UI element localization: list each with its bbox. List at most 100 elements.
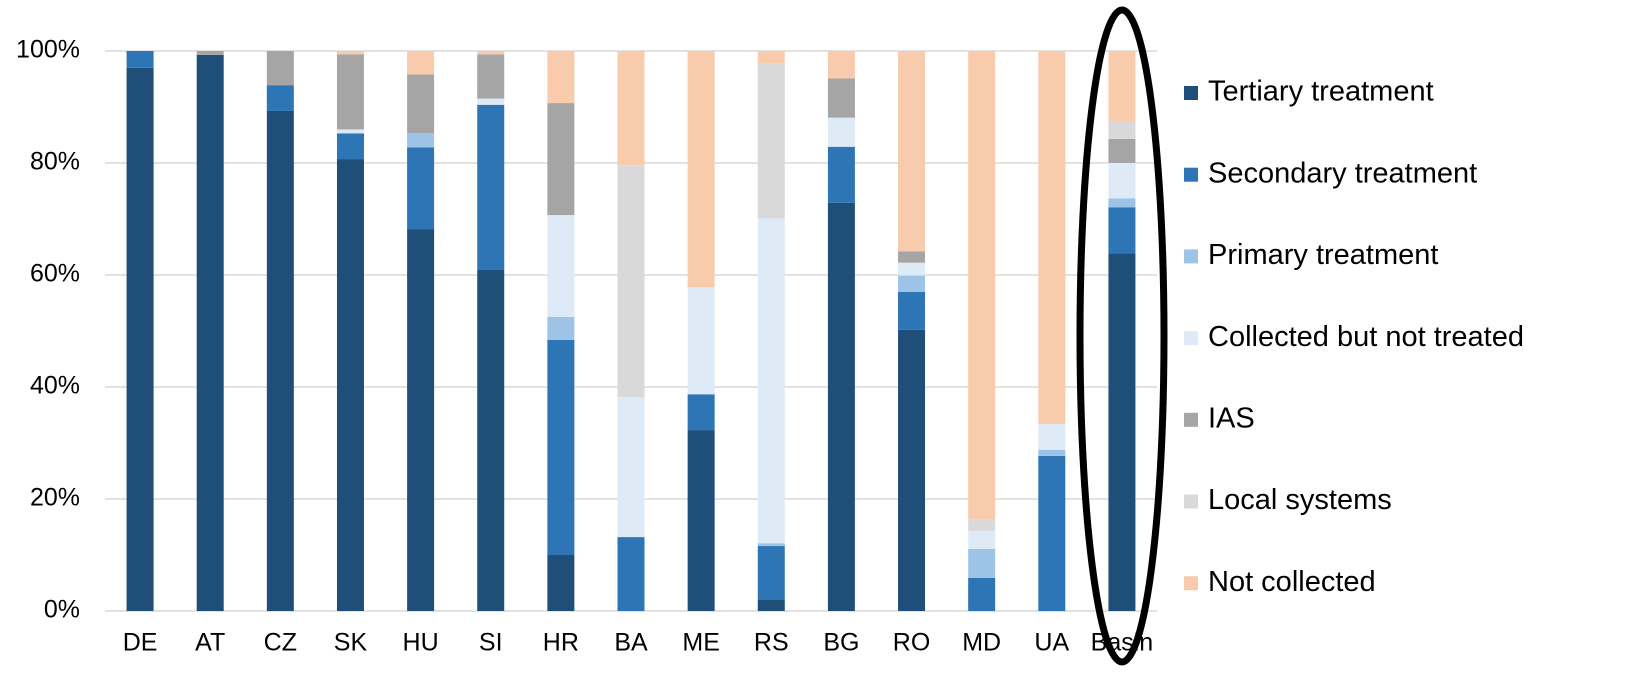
bar-segment — [898, 275, 926, 292]
bar-segment — [617, 537, 645, 611]
bar-segment — [827, 78, 855, 118]
legend-label: Tertiary treatment — [1208, 76, 1434, 108]
legend-label: Secondary treatment — [1208, 157, 1477, 189]
bar-segment — [407, 229, 435, 611]
bar-segment — [968, 519, 996, 531]
x-tick-label: DE — [123, 629, 158, 657]
bar-segment — [617, 51, 645, 166]
x-tick-label: UA — [1034, 629, 1069, 657]
bar-segment — [757, 599, 785, 611]
y-tick-label: 0% — [44, 596, 80, 624]
bar-segment — [407, 51, 435, 75]
legend-swatch — [1184, 576, 1198, 591]
bar-segment — [336, 129, 364, 134]
bar-segment — [547, 317, 575, 340]
bar-segment — [196, 54, 224, 612]
bar-segment — [617, 397, 645, 538]
bar-segment — [336, 54, 364, 130]
bar-segment — [477, 98, 505, 105]
bar-segment — [898, 291, 926, 330]
bar-segment — [196, 51, 224, 55]
x-tick-label: BG — [823, 629, 859, 657]
legend-label: Collected but not treated — [1208, 321, 1524, 353]
bar-segment — [1108, 121, 1136, 139]
bar-segment — [827, 202, 855, 611]
bar-segment — [1038, 455, 1066, 611]
bar-segment — [968, 548, 996, 578]
legend-swatch — [1184, 494, 1198, 509]
x-tick-label: BA — [614, 629, 648, 657]
bar-segment — [827, 146, 855, 203]
bar-segment — [1038, 449, 1066, 456]
bar-segment — [477, 54, 505, 99]
bar-segment — [407, 74, 435, 134]
bar-segment — [126, 67, 154, 612]
y-tick-label: 40% — [30, 372, 80, 400]
bar-segment — [1038, 51, 1066, 424]
bar-segment — [547, 215, 575, 317]
bar-segment — [757, 51, 785, 64]
legend-label: Local systems — [1208, 484, 1392, 516]
y-tick-label: 100% — [16, 36, 80, 64]
bar-segment — [477, 51, 505, 55]
bar-segment — [898, 329, 926, 611]
x-tick-label: SK — [334, 629, 368, 657]
bar-segment — [687, 287, 715, 395]
bar-segment — [687, 51, 715, 288]
bar-segment — [827, 117, 855, 147]
x-tick-label: RS — [754, 629, 789, 657]
bar-segment — [898, 251, 926, 263]
bar-segment — [477, 269, 505, 611]
legend-swatch — [1184, 86, 1198, 100]
bar-segment — [757, 546, 785, 600]
legend-label: IAS — [1208, 402, 1255, 434]
bar-segment — [1108, 198, 1136, 208]
y-tick-label: 60% — [30, 260, 80, 288]
bar-segment — [687, 394, 715, 431]
bar-segment — [1108, 51, 1136, 121]
bar-segment — [477, 104, 505, 270]
x-tick-label: HR — [543, 629, 579, 657]
bar-segment — [968, 51, 996, 520]
bar-segment — [266, 110, 294, 612]
bar-segment — [687, 430, 715, 611]
bar-segment — [757, 218, 785, 544]
bar-segment — [1038, 423, 1066, 450]
bar-segment — [898, 262, 926, 276]
bar-segment — [968, 577, 996, 611]
bar-segment — [898, 51, 926, 252]
plot: 0% 20% 40% 60% 80% 100% DE AT CZ SK HU SI HR BA ME RS BG… — [16, 36, 1157, 657]
bar-segment — [968, 530, 996, 549]
legend-label: Primary treatment — [1208, 239, 1438, 271]
x-tick-label: ME — [682, 629, 720, 657]
bar-segment — [1108, 163, 1136, 199]
bar-segment — [547, 51, 575, 104]
bar-segment — [266, 51, 294, 86]
bar-segment — [1108, 253, 1136, 611]
bar-segment — [407, 133, 435, 148]
bar-segment — [336, 133, 364, 160]
bar-segment — [617, 165, 645, 398]
highlight-ellipse — [1076, 6, 1168, 666]
y-tick-label: 20% — [30, 484, 80, 512]
legend-label: Not collected — [1208, 566, 1376, 598]
x-tick-label: HU — [403, 629, 439, 657]
x-tick-label: CZ — [264, 629, 297, 657]
x-tick-label: AT — [195, 629, 225, 657]
bar-segment — [407, 147, 435, 230]
bar-segment — [266, 85, 294, 111]
bar-segment — [1108, 138, 1136, 163]
legend-swatch — [1184, 331, 1198, 346]
x-tick-label: MD — [962, 629, 1001, 657]
bar-segment — [1108, 207, 1136, 254]
legend-swatch — [1184, 167, 1198, 182]
x-tick-label: Basin — [1091, 629, 1154, 657]
legend-swatch — [1184, 249, 1198, 264]
bar-segment — [126, 51, 154, 68]
bar-segment — [547, 555, 575, 611]
bar-segment — [757, 543, 785, 547]
bar-segment — [827, 51, 855, 79]
legend-swatch — [1184, 412, 1198, 427]
x-tick-label: SI — [479, 629, 503, 657]
